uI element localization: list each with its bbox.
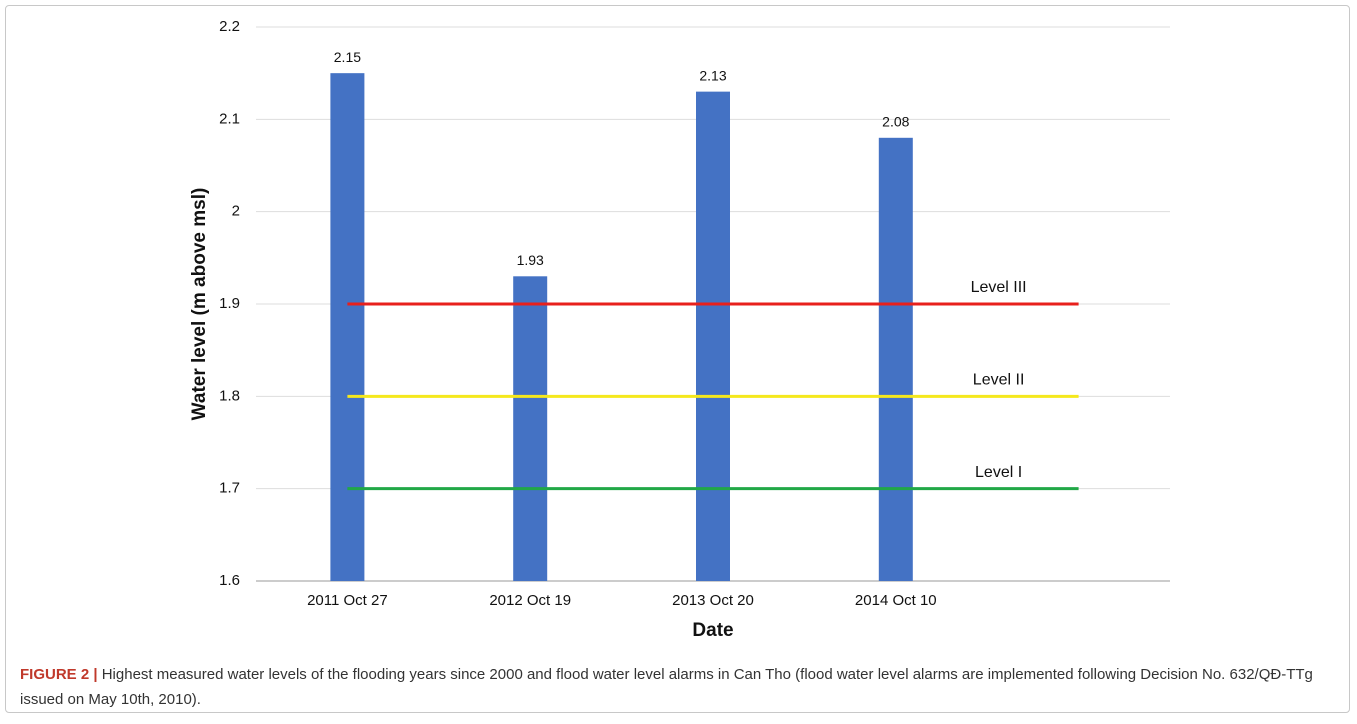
data-label: 2.15 [334,49,361,65]
y-tick-label: 1.8 [219,387,240,404]
x-axis-label: Date [692,620,733,641]
y-tick-label: 1.7 [219,480,240,497]
chart: Water level (m above msl) Date 1.6 1.7 1.8… [189,18,1170,641]
y-tick-label: 1.6 [219,572,240,589]
y-tick-label: 2 [232,203,240,220]
reference-label: Level III [971,279,1027,296]
bar [330,73,365,582]
y-tick-label: 1.9 [219,295,240,312]
y-tick-label: 2.2 [219,18,240,35]
x-tick-label: 2011 Oct 27 [307,592,388,609]
bar [878,137,913,582]
x-tick-label: 2014 Oct 10 [855,592,937,609]
x-tick-label: 2013 Oct 20 [672,592,754,609]
data-label: 1.93 [517,252,544,268]
bar [696,91,730,581]
y-tick-label: 2.1 [219,110,240,127]
reference-label: Level I [975,464,1022,481]
figure-frame [5,5,1350,713]
caption: FIGURE 2 | Highest measured water levels… [20,662,1330,712]
x-tick-label: 2012 Oct 19 [489,592,571,609]
bar [513,276,548,581]
y-axis-label: Water level (m above msl) [189,188,210,421]
data-label: 2.13 [699,67,726,83]
reference-label: Level II [973,372,1025,389]
data-label: 2.08 [882,114,909,130]
caption-text: Highest measured water levels of the flo… [20,666,1313,708]
caption-label: FIGURE 2 | [20,666,98,683]
